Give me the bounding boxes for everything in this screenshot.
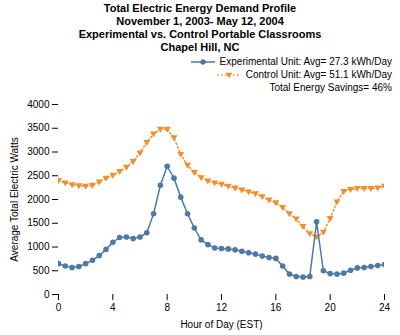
svg-text:20: 20 <box>325 302 337 313</box>
svg-text:24: 24 <box>379 302 391 313</box>
svg-text:12: 12 <box>216 302 228 313</box>
html-text:Control Unit: Avg= 51.1 kWh/Da: Control Unit: Avg= 51.1 kWh/Day <box>245 69 392 80</box>
svg-text:8: 8 <box>164 302 170 313</box>
svg-text:1000: 1000 <box>27 241 50 252</box>
svg-text:2000: 2000 <box>27 194 50 205</box>
svg-text:0: 0 <box>56 302 62 313</box>
svg-text:4000: 4000 <box>27 99 50 110</box>
html-text:Total Electric Energy Demand P: Total Electric Energy Demand Profile Nov… <box>78 2 322 53</box>
svg-text:0: 0 <box>44 289 50 300</box>
svg-text:500: 500 <box>33 265 50 276</box>
svg-text:4: 4 <box>110 302 116 313</box>
svg-text:16: 16 <box>270 302 282 313</box>
html-text:Experimental Unit: Avg= 27.3 k: Experimental Unit: Avg= 27.3 kWh/Day <box>219 56 392 67</box>
svg-text:2500: 2500 <box>27 170 50 181</box>
svg-text:3000: 3000 <box>27 146 50 157</box>
svg-text:1500: 1500 <box>27 217 50 228</box>
svg-text:3500: 3500 <box>27 122 50 133</box>
svg-text:Average Total Electric Watts: Average Total Electric Watts <box>9 137 20 261</box>
svg-text:Hour of Day (EST): Hour of Day (EST) <box>180 319 262 330</box>
html-text:Total Energy Savings= 46%: Total Energy Savings= 46% <box>269 82 392 93</box>
